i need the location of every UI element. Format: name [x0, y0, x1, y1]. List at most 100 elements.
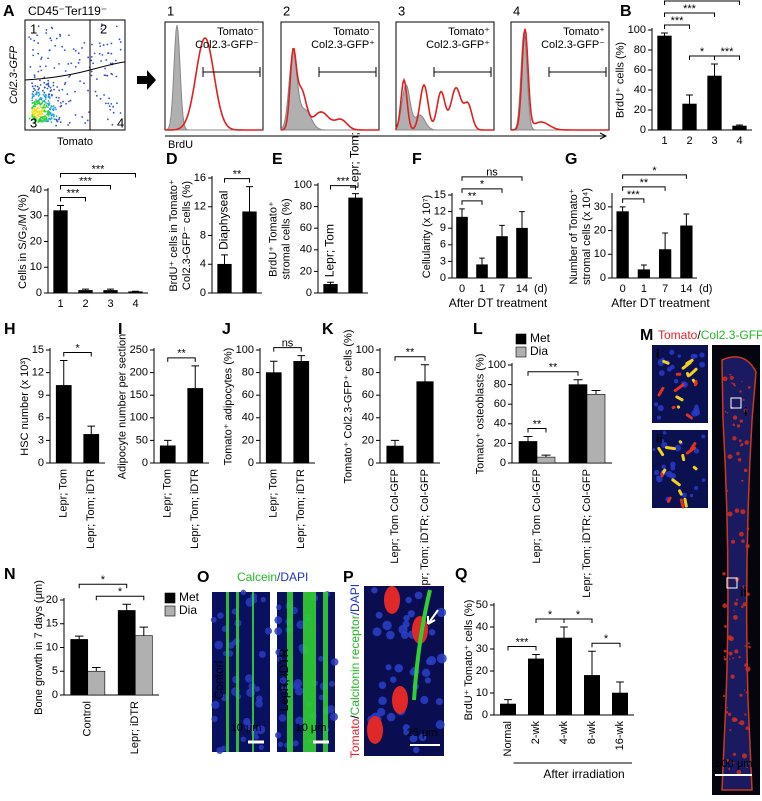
flow-event [58, 89, 61, 92]
nucleus [746, 592, 750, 596]
quadrant-label: 3 [30, 115, 37, 130]
panel-letter: C [4, 151, 16, 168]
nucleus [726, 616, 729, 618]
bar [265, 372, 282, 464]
x-tick-label: Lepr; Tom [162, 469, 174, 518]
bar-label: Metaphyseal [242, 220, 256, 288]
flow-event [68, 121, 71, 124]
flow-event [62, 100, 64, 103]
title-part: /DAPI [348, 584, 362, 615]
nucleus [214, 640, 224, 650]
bar-label: Lepr; Tom [323, 224, 337, 277]
y-tick-label: 80 [300, 201, 312, 213]
histogram-brdu [280, 47, 379, 131]
flow-event [59, 121, 62, 124]
nucleus [375, 611, 383, 619]
flow-event [47, 79, 50, 82]
nucleus [744, 645, 746, 647]
flow-event [57, 96, 60, 99]
flow-event [36, 34, 39, 37]
y-tick-label: 12 [434, 206, 446, 218]
flow-event [45, 105, 48, 108]
flow-event [67, 124, 69, 126]
flow-event [61, 45, 64, 48]
significance-bracket [664, 12, 715, 17]
nucleus [739, 419, 743, 423]
significance-bracket [527, 371, 579, 376]
significance-bracket [273, 347, 302, 352]
flow-event [37, 94, 40, 97]
flow-event [43, 99, 46, 102]
nucleus [747, 386, 751, 389]
x-tick-label: 1 [641, 283, 647, 295]
histogram-label: Tomato⁺ [563, 26, 605, 38]
gate [318, 67, 377, 77]
nucleus [275, 648, 282, 656]
nucleus [425, 658, 433, 665]
x-axis-label: After irradiation [543, 767, 624, 781]
bar [568, 384, 588, 464]
tomato-signal [367, 716, 383, 744]
flow-event [44, 110, 47, 113]
significance-bracket [527, 428, 547, 433]
error-bar [246, 186, 253, 212]
flow-event [43, 76, 46, 79]
flow-event [118, 38, 121, 41]
flow-event [70, 62, 73, 65]
x-axis-arrow [165, 132, 608, 140]
nucleus [724, 410, 727, 413]
significance-bracket [60, 172, 136, 178]
nucleus [742, 398, 745, 402]
nucleus [326, 705, 335, 714]
flow-event [83, 41, 86, 44]
error-bar [459, 208, 465, 218]
flow-event [31, 114, 34, 116]
flow-event [32, 48, 34, 51]
flow-event [52, 109, 55, 112]
histogram-brdu [395, 77, 494, 131]
inset-signal [692, 465, 698, 471]
flow-event [47, 112, 50, 115]
flow-event [45, 116, 48, 119]
flow-event [31, 118, 34, 121]
nucleus [255, 699, 263, 708]
panel-letter: O [197, 569, 209, 586]
flow-event [39, 102, 41, 105]
flow-event [58, 62, 60, 65]
nucleus [681, 492, 687, 498]
nucleus [743, 408, 748, 413]
significance-label: * [604, 633, 609, 645]
nucleus [741, 539, 745, 543]
flow-event [63, 83, 66, 86]
flow-event [53, 118, 56, 120]
flow-event [33, 39, 36, 42]
nucleus [732, 382, 736, 386]
bar [53, 210, 68, 294]
flow-event [49, 118, 52, 121]
error-bar [57, 204, 64, 211]
y-tick-label: 250 [130, 344, 148, 356]
legend-label: Met [530, 331, 551, 345]
inset-signal [671, 478, 681, 487]
x-tick-label: 1 [479, 283, 485, 295]
bar [611, 692, 628, 716]
nucleus [670, 461, 676, 468]
significance-label: ** [233, 169, 242, 181]
nucleus [731, 539, 736, 544]
error-bar [711, 63, 718, 76]
flow-event [74, 65, 77, 68]
y-tick-label: 0 [600, 272, 606, 284]
panel-letter: I [118, 321, 122, 338]
bar [637, 269, 651, 279]
legend-label: Dia [179, 603, 197, 617]
flow-event [103, 94, 106, 96]
flow-event [105, 59, 108, 61]
flow-event [78, 58, 81, 61]
bar [103, 290, 118, 294]
x-axis-label: After DT treatment [611, 296, 710, 310]
y-tick-label: 20 [594, 224, 606, 236]
flow-event [41, 89, 44, 92]
flow-event [101, 53, 104, 56]
error-bar [619, 206, 626, 212]
significance-label: * [700, 46, 705, 58]
